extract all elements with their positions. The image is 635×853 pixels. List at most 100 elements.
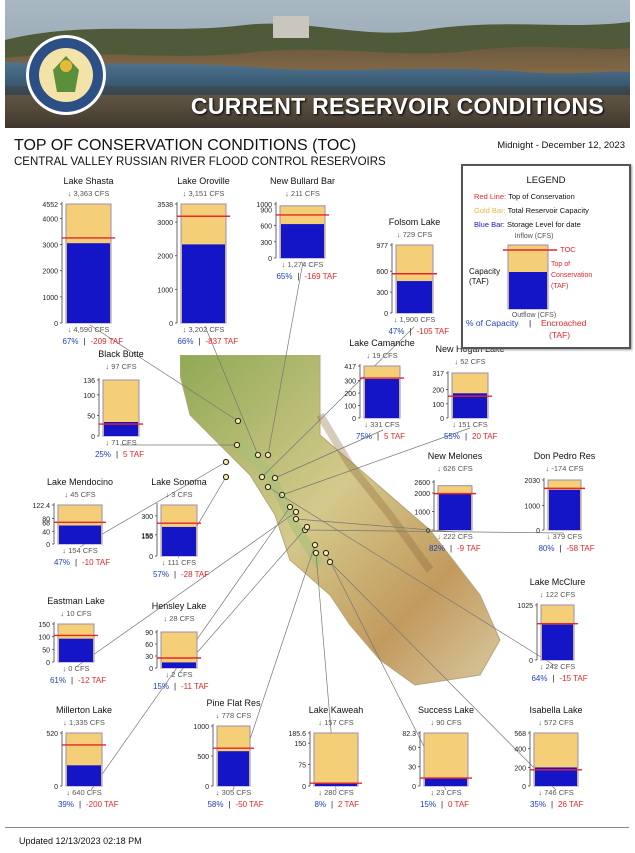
inflow-cfs: ↓ 52 CFS [454, 357, 485, 366]
y-tick-label: 200 [344, 391, 356, 398]
inflow-cfs: ↓ 45 CFS [64, 490, 95, 499]
stat-separator: | [409, 327, 411, 336]
stat-separator: | [377, 432, 379, 441]
percent-capacity: 75% [356, 432, 372, 441]
storage-bar [315, 782, 357, 786]
outflow-cfs: ↓ 151 CFS [452, 420, 487, 429]
inflow-cfs: ↓ 1,335 CFS [63, 718, 105, 727]
outflow-cfs: ↓ 242 CFS [540, 662, 575, 671]
encroached-taf: 2 TAF [338, 800, 359, 809]
y-tick-label: 0 [522, 784, 526, 791]
outflow-cfs: ↓ 640 CFS [66, 788, 101, 797]
y-tick-label: 1000 [193, 724, 209, 731]
storage-bar [59, 525, 101, 544]
outflow-cfs: ↓ 1,900 CFS [394, 315, 436, 324]
stat-separator: | [174, 682, 176, 691]
outflow-cfs: ↓ 222 CFS [437, 532, 472, 541]
leader-line [179, 526, 308, 673]
y-tick-label: 158 [141, 533, 153, 540]
reservoir-chart: Lake Kaweah ↓ 157 CFS 185.6 150 75 0 ↓ 280 CFS… [288, 705, 363, 809]
y-tick-label: 60 [408, 745, 416, 752]
reservoir-chart: Don Pedro Res ↓ -174 CFS 2030 1000 0 ↓ 379 CF… [524, 451, 595, 553]
reservoir-marker [286, 503, 294, 511]
y-tick-label: 417 [344, 364, 356, 371]
legend-toc-taf: (TAF) [551, 283, 568, 290]
reservoir-marker [326, 558, 334, 566]
storage-bar [542, 624, 573, 660]
chart-title: Lake Sonoma [151, 477, 207, 487]
y-tick-label: 500 [197, 754, 209, 761]
percent-capacity: 64% [531, 674, 547, 683]
y-tick-label: 40 [42, 529, 50, 536]
y-tick-label: 900 [260, 207, 272, 214]
y-tick-label: 100 [344, 404, 356, 411]
stat-separator: | [297, 272, 299, 281]
percent-capacity: 57% [153, 570, 169, 579]
storage-bar [281, 224, 324, 258]
inflow-cfs: ↓ 28 CFS [163, 614, 194, 623]
storage-bar [549, 489, 580, 530]
y-tick-label: 75 [298, 763, 306, 770]
storage-bar [439, 493, 471, 530]
y-tick-label: 150 [294, 741, 306, 748]
reservoir-marker [303, 523, 311, 531]
encroached-taf: -11 TAF [181, 682, 209, 691]
encroached-taf: -10 TAF [82, 558, 110, 567]
storage-bar [162, 662, 196, 668]
y-tick-label: 4000 [42, 216, 58, 223]
percent-capacity: 65% [276, 272, 292, 281]
inflow-cfs: ↓ 626 CFS [437, 464, 472, 473]
reservoir-marker [292, 508, 300, 516]
inflow-cfs: ↓ 572 CFS [538, 718, 573, 727]
leader-line [267, 261, 304, 456]
reservoir-marker [233, 441, 241, 449]
reservoir-marker [258, 473, 266, 481]
y-tick-label: 1000 [157, 287, 173, 294]
y-tick-label: 100 [83, 393, 95, 400]
stat-separator: | [198, 337, 200, 346]
legend-sep: | [529, 318, 531, 328]
y-tick-label: 0 [149, 554, 153, 561]
outflow-cfs: ↓ 0 CFS [62, 664, 89, 673]
storage-bar [67, 765, 101, 786]
inflow-cfs: ↓ 3,151 CFS [183, 189, 225, 198]
y-tick-label: 30 [145, 654, 153, 661]
reservoir-marker [312, 549, 320, 557]
y-tick-label: 300 [376, 290, 388, 297]
y-tick-label: 122.4 [32, 503, 50, 510]
stat-separator: | [551, 800, 553, 809]
inflow-cfs: ↓ 10 CFS [60, 609, 91, 618]
storage-bar [67, 243, 110, 323]
leader-line [261, 326, 415, 478]
chart-title: Lake Camanche [349, 338, 415, 348]
stat-separator: | [559, 544, 561, 553]
legend-top-of: Top of [551, 261, 570, 268]
y-tick-label: 0 [149, 666, 153, 673]
y-tick-label: 80 [42, 517, 50, 524]
stat-separator: | [331, 800, 333, 809]
storage-bar [365, 378, 399, 418]
y-tick-label: 300 [141, 514, 153, 521]
percent-capacity: 47% [54, 558, 70, 567]
percent-capacity: 35% [530, 800, 546, 809]
y-tick-label: 0 [384, 311, 388, 318]
legend-conservation: Conservation [551, 272, 592, 279]
outflow-cfs: ↓ 3,202 CFS [183, 325, 225, 334]
chart-title: Lake Mendocino [47, 477, 113, 487]
y-tick-label: 50 [42, 647, 50, 654]
reservoir-marker [222, 473, 230, 481]
outflow-cfs: ↓ 71 CFS [105, 438, 136, 447]
chart-title: New Bullard Bar [270, 176, 335, 186]
encroached-taf: -12 TAF [78, 676, 106, 685]
percent-capacity: 80% [538, 544, 554, 553]
legend-red-line: Red Line: Top of Conservation [474, 192, 575, 201]
stat-separator: | [79, 800, 81, 809]
stat-separator: | [228, 800, 230, 809]
percent-capacity: 55% [444, 432, 460, 441]
encroached-taf: -169 TAF [305, 272, 338, 281]
y-tick-label: 400 [514, 747, 526, 754]
storage-bar [162, 526, 196, 556]
y-tick-label: 317 [432, 371, 444, 378]
inflow-cfs: ↓ 90 CFS [430, 718, 461, 727]
